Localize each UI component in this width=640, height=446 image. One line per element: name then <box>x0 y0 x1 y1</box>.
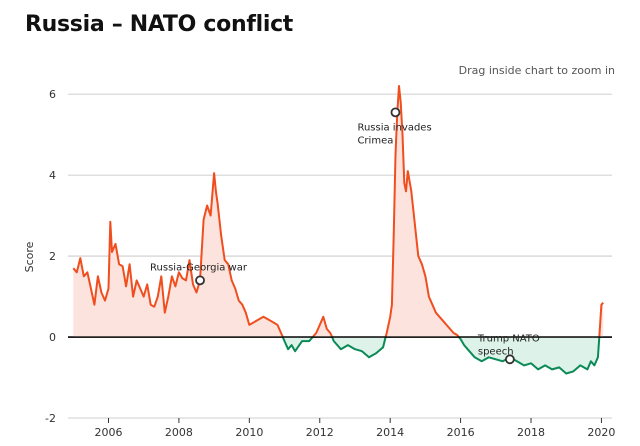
annotations: Russia-Georgia war Russia invades Crimea Tr… <box>150 107 540 365</box>
x-tick-label: 2006 <box>94 426 122 439</box>
negative-series-line <box>331 336 387 359</box>
x-tick-label: 2016 <box>447 426 475 439</box>
zoom-hint: Drag inside chart to zoom in <box>458 64 615 77</box>
x-tick-label: 2012 <box>306 426 334 439</box>
negative-area <box>458 337 600 374</box>
negative-series-line <box>458 336 601 375</box>
annotation-label: speech <box>478 346 514 357</box>
y-tick-label: -2 <box>45 412 56 425</box>
y-axis-label: Score <box>23 241 36 272</box>
positive-series-line <box>384 85 460 338</box>
y-tick-label: 6 <box>49 88 56 101</box>
axis-ticks: -2 0 2 4 6 2006 2008 2010 2012 2014 2016 2018 2020 <box>45 88 615 439</box>
positive-series-line <box>311 315 334 338</box>
grid-lines <box>68 93 612 419</box>
x-tick-label: 2020 <box>587 426 615 439</box>
negative-series-line <box>281 336 314 353</box>
x-tick-label: 2014 <box>376 426 404 439</box>
y-tick-label: 2 <box>49 250 56 263</box>
annotation-label: Trump NATO <box>477 333 540 344</box>
y-tick-label: 4 <box>49 169 56 182</box>
annotation-marker <box>195 275 205 286</box>
positive-series-line <box>72 172 284 338</box>
x-tick-label: 2018 <box>517 426 545 439</box>
positive-series-line <box>598 301 604 338</box>
area-fill <box>73 86 604 374</box>
series-lines <box>68 85 612 375</box>
page-title: Russia – NATO conflict <box>25 12 294 37</box>
negative-area <box>332 337 386 358</box>
annotation-marker <box>504 354 515 365</box>
x-tick-label: 2008 <box>165 426 193 439</box>
positive-area <box>385 86 459 337</box>
annotation-label: Russia invades <box>357 122 431 133</box>
y-tick-label: 0 <box>49 331 56 344</box>
annotation-marker <box>390 107 401 118</box>
annotation-label: Crimea <box>357 135 393 146</box>
annotation-label: Russia-Georgia war <box>150 262 248 273</box>
positive-area <box>73 173 283 337</box>
x-tick-label: 2010 <box>235 426 263 439</box>
